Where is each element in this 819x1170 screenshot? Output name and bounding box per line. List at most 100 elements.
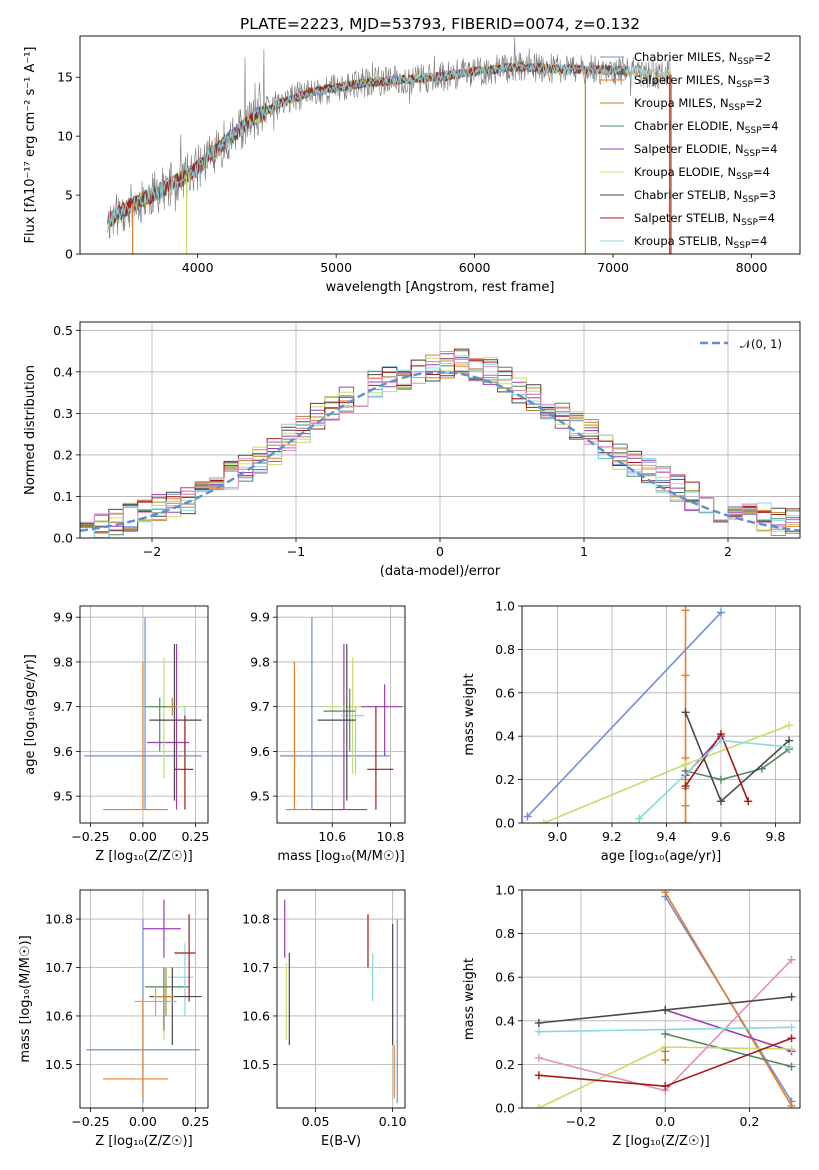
axes-frame [79, 889, 209, 1109]
mass-weight-marker [716, 775, 725, 784]
x-axis-label: E(B-V) [321, 1134, 361, 1149]
mass-weight-marker [661, 890, 670, 897]
y-tick-label: 10.5 [242, 1057, 270, 1072]
y-tick-label: 9.5 [250, 789, 270, 804]
mass-weight-line [664, 1033, 792, 1068]
legend-entry: Salpeter STELIB, NSSP=4 [634, 211, 775, 228]
axes-frame [521, 605, 801, 824]
y-tick-label: 0.2 [495, 1057, 515, 1072]
mass-weight-marker [757, 764, 766, 773]
plot-area [80, 348, 800, 538]
y-tick-label: 10.8 [242, 912, 270, 927]
mass-weight-marker [523, 812, 532, 821]
legend-count: =4 [758, 211, 775, 225]
plot-area [523, 606, 794, 823]
legend-subscript: SSP [729, 103, 746, 113]
legend-count: =2 [754, 50, 771, 64]
axes-frame [79, 35, 801, 255]
legend-subscript: SSP [742, 195, 759, 205]
y-tick-label: 0.1 [53, 489, 73, 504]
y-tick-label: 15 [57, 70, 73, 85]
mass-metallicity-panel: −0.25 0.00 0.25 10.5 10.6 10.7 10.8 Z [log₁₀(Z/… [18, 889, 209, 1149]
mass-weight-marker [681, 671, 690, 680]
x-tick-label: 0.00 [129, 1114, 157, 1129]
axes-frame [276, 605, 406, 824]
plot-area [84, 617, 202, 811]
y-axis-label: mass [log₁₀(M/M☉)] [18, 935, 33, 1062]
plot-area [279, 617, 403, 811]
y-tick-label: 10 [57, 129, 73, 144]
mass-weight-line [664, 1009, 792, 1053]
y-axis-label: Normed distribution [23, 365, 38, 495]
x-tick-label: 0.10 [379, 1114, 407, 1129]
mass-extinction-panel: 0.05 0.10 10.5 10.6 10.7 10.8 E(B-V) [242, 889, 407, 1149]
mass-weight-marker [534, 1027, 543, 1036]
y-tick-label: 0.4 [495, 1013, 515, 1028]
legend-subscript: SSP [745, 126, 762, 136]
mass-weight-marker [534, 1018, 543, 1027]
mass-weight-marker [787, 1045, 796, 1054]
y-tick-label: 9.9 [250, 610, 270, 625]
mass-weight-marker [661, 1056, 670, 1065]
mass-weight-marker [785, 721, 794, 730]
mass-weight-marker [534, 1071, 543, 1080]
legend-count: =4 [762, 119, 779, 133]
y-tick-label: 10.5 [45, 1057, 73, 1072]
y-tick-label: 0.0 [495, 816, 515, 831]
mass-weight-line [685, 748, 790, 781]
x-tick-label: 9.8 [766, 829, 786, 844]
x-tick-label: 9.2 [602, 829, 622, 844]
mass-weight-metallicity-panel: −0.2 0.0 0.2 0.0 0.2 0.4 0.6 0.8 1.0 Z [log₁₀(Z/Z… [462, 883, 801, 1149]
y-tick-label: 10.6 [45, 1008, 73, 1023]
normal-legend-label: 𝒩(0, 1) [740, 337, 782, 351]
mass-weight-line [664, 891, 793, 1107]
mass-weight-marker [681, 760, 690, 769]
spectrum-panel: 4000 5000 6000 7000 8000 0 5 10 15 wavelength [An… [23, 35, 801, 295]
mass-weight-marker [681, 606, 690, 615]
x-tick-label: 9.6 [711, 829, 731, 844]
y-tick-label: 0.2 [495, 772, 515, 787]
y-tick-label: 9.8 [250, 654, 270, 669]
y-tick-label: 0.6 [495, 970, 515, 985]
y-tick-label: 10.7 [45, 960, 73, 975]
legend-subscript: SSP [736, 172, 753, 182]
mass-weight-marker [785, 743, 794, 752]
y-tick-label: 10.6 [242, 1008, 270, 1023]
x-tick-label: 0.05 [302, 1114, 330, 1129]
x-tick-label: 6000 [459, 260, 491, 275]
x-axis-label: wavelength [Angstrom, rest frame] [326, 280, 555, 295]
mass-weight-marker [787, 1062, 796, 1071]
y-tick-label: 0.8 [495, 642, 515, 657]
model-spectrum-line [107, 61, 672, 226]
y-tick-label: 1.0 [495, 883, 515, 898]
mass-weight-marker [787, 1101, 796, 1108]
mass-weight-marker [539, 819, 548, 823]
y-tick-label: 1.0 [495, 599, 515, 614]
y-tick-label: 9.9 [53, 610, 73, 625]
y-tick-label: 10.7 [242, 960, 270, 975]
x-tick-label: 0.2 [740, 1114, 760, 1129]
x-tick-label: 10.8 [377, 829, 405, 844]
x-tick-label: −0.25 [71, 1114, 109, 1129]
legend-entry: Salpeter MILES, NSSP=3 [634, 73, 770, 90]
x-axis-label: Z [log₁₀(Z/Z☉)] [612, 1134, 709, 1149]
y-tick-label: 0.3 [53, 406, 73, 421]
legend-count: =3 [759, 188, 776, 202]
legend-count: =2 [745, 96, 762, 110]
x-tick-label: 0.25 [181, 1114, 209, 1129]
y-axis-label: Flux [fλ10⁻¹⁷ erg cm⁻² s⁻¹ A⁻¹] [23, 47, 38, 244]
x-axis-label: Z [log₁₀(Z/Z☉)] [95, 849, 192, 864]
x-tick-label: 8000 [736, 260, 768, 275]
legend-entry: Salpeter ELODIE, NSSP=4 [634, 142, 777, 159]
mass-weight-marker [635, 814, 644, 823]
y-tick-label: 0.6 [495, 685, 515, 700]
legend-entry: Kroupa MILES, NSSP=2 [634, 96, 762, 113]
y-tick-label: 9.6 [53, 744, 73, 759]
legend-count: =3 [753, 73, 770, 87]
legend-count: =4 [750, 234, 767, 248]
y-axis-label: mass weight [462, 673, 477, 755]
mass-weight-marker [534, 1104, 543, 1108]
mass-weight-marker [681, 782, 690, 791]
mass-weight-marker [681, 819, 690, 823]
